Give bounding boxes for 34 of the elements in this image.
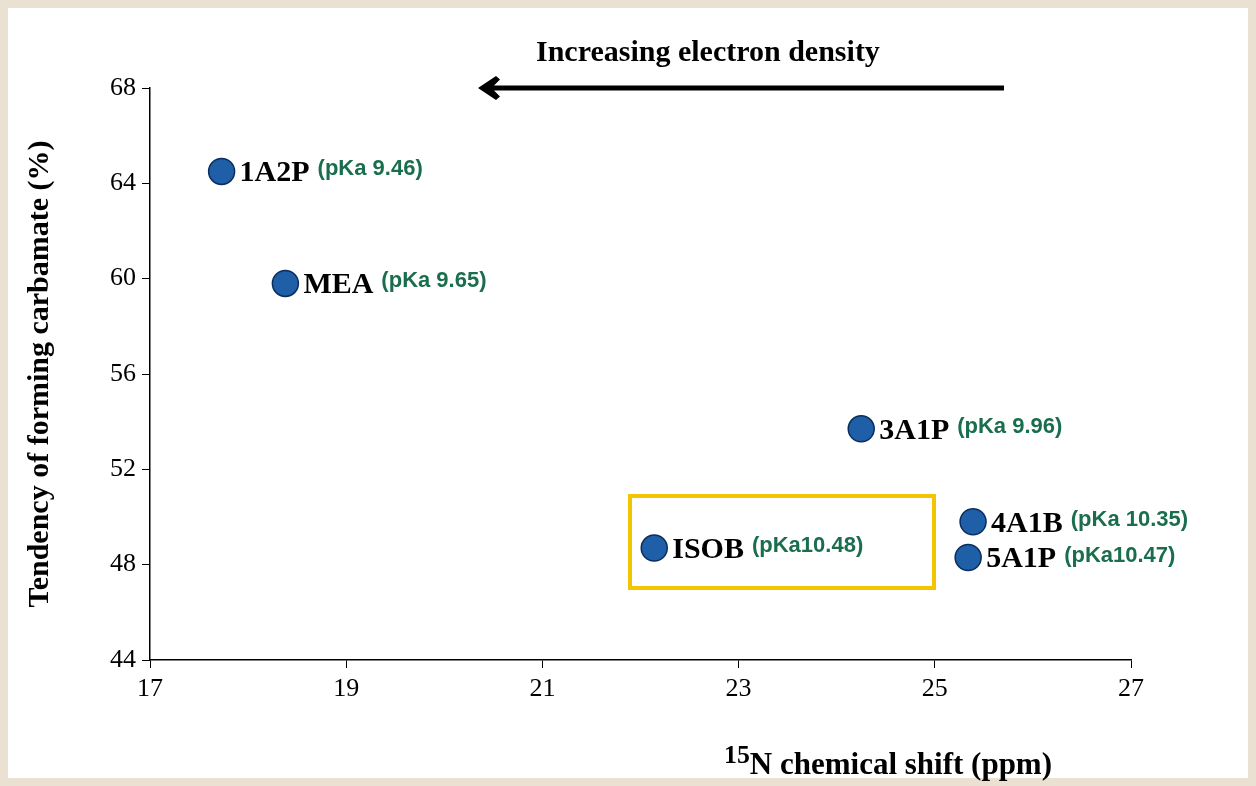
y-tick-label: 44 bbox=[110, 643, 136, 673]
point bbox=[640, 534, 668, 562]
x-axis-title: $^{15}$N chemical shift (ppm) bbox=[722, 740, 1054, 783]
point bbox=[847, 415, 875, 443]
x-tick-label: 21 bbox=[529, 673, 556, 703]
series-label: MEA bbox=[303, 266, 374, 300]
x-tick-label: 25 bbox=[921, 673, 948, 703]
x-tick-label: 17 bbox=[137, 673, 163, 703]
point bbox=[271, 269, 300, 298]
y-tick-label: 60 bbox=[110, 262, 136, 292]
x-tick-label: 27 bbox=[1118, 673, 1144, 703]
point bbox=[207, 157, 236, 186]
series-label: ISOB bbox=[672, 530, 744, 564]
series-label: 3A1P bbox=[879, 411, 950, 445]
y-tick-label: 48 bbox=[110, 548, 136, 578]
annotation: (pKa10.48) bbox=[751, 532, 864, 558]
x-tick-label: 19 bbox=[333, 673, 360, 703]
y-tick-label: 68 bbox=[110, 71, 136, 101]
series-label: 1A2P bbox=[239, 154, 310, 188]
point bbox=[954, 543, 982, 572]
series-label: 4A1B bbox=[991, 504, 1063, 538]
annotation: (pKa10.47) bbox=[1064, 541, 1176, 567]
y-tick-label: 56 bbox=[110, 357, 136, 387]
annotation: (pKa 9.65) bbox=[381, 267, 487, 293]
y-axis-title: Tendency of forming carbamate (%) bbox=[20, 140, 55, 608]
series-label: 5A1P bbox=[986, 540, 1057, 574]
annotation: (pKa 9.96) bbox=[957, 412, 1063, 438]
x-tick-label: 23 bbox=[725, 673, 752, 703]
annotation: (pKa 9.46) bbox=[317, 155, 423, 181]
annotation: (pKa 10.35) bbox=[1070, 505, 1189, 531]
y-tick-label: 52 bbox=[110, 453, 136, 483]
point bbox=[959, 508, 987, 536]
y-tick-label: 64 bbox=[110, 167, 136, 197]
text: Increasing electron density bbox=[536, 34, 880, 68]
